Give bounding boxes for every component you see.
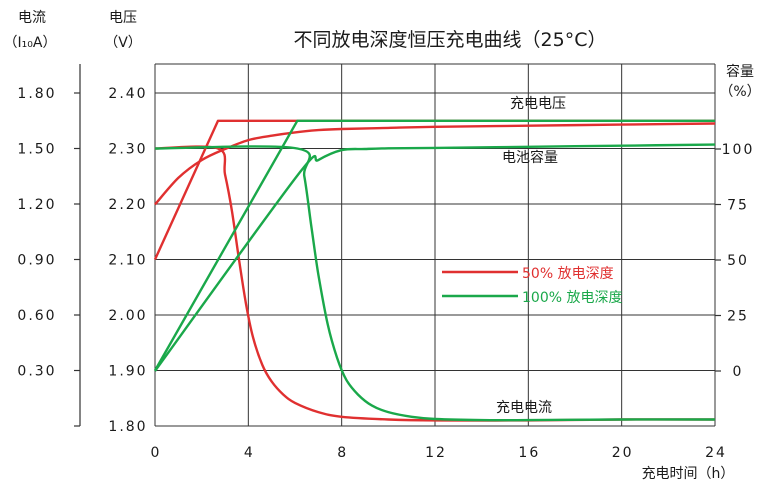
x-tick-label: 24 <box>705 445 727 461</box>
voltage-tick-label: 2.20 <box>108 197 147 213</box>
current-axis-label: 电流 <box>18 10 46 26</box>
x-tick-label: 0 <box>151 445 162 461</box>
capacity-tick-label: 25 <box>727 309 749 325</box>
current-tick-label: 1.20 <box>17 197 56 213</box>
voltage-axis-label: 电压 <box>109 10 137 26</box>
capacity-axis-label: 容量 <box>726 63 754 80</box>
capacity-curve-annotation: 电池容量 <box>502 149 558 166</box>
plot-grid <box>74 63 721 427</box>
capacity-tick-label: 100 <box>722 142 755 158</box>
current-tick-label: 0.90 <box>17 253 56 269</box>
legend: 50% 放电深度 100% 放电深度 <box>442 266 622 306</box>
capacity-axis-unit: （%） <box>719 84 760 100</box>
voltage-tick-label: 1.80 <box>108 419 147 435</box>
current-tick-label: 1.50 <box>17 142 56 158</box>
x-tick-label: 16 <box>518 445 540 461</box>
x-tick-label: 8 <box>337 445 348 461</box>
x-tick-label: 12 <box>425 445 447 461</box>
voltage-tick-label: 2.30 <box>108 142 147 158</box>
voltage-axis-unit: （V） <box>104 35 142 51</box>
current-tick-label: 0.30 <box>17 364 56 380</box>
current-axis-unit: （I₁₀A） <box>4 35 57 51</box>
x-tick-label: 4 <box>244 445 255 461</box>
legend-label-50: 50% 放电深度 <box>522 266 614 282</box>
capacity-tick-label: 75 <box>727 198 749 214</box>
current-tick-label: 0.60 <box>17 308 56 324</box>
capacity-tick-label: 50 <box>727 253 749 269</box>
voltage-tick-label: 2.10 <box>108 253 147 269</box>
capacity-tick-label: 0 <box>733 364 744 380</box>
chart-title: 不同放电深度恒压充电曲线（25°C） <box>294 29 607 51</box>
x-axis-label: 充电时间（h） <box>642 466 735 482</box>
series-line-3 <box>153 119 715 372</box>
x-tick-label: 20 <box>612 445 634 461</box>
series-line-5 <box>154 145 716 422</box>
current-tick-label: 1.80 <box>17 86 56 102</box>
voltage-tick-label: 2.00 <box>108 308 147 324</box>
voltage-tick-label: 2.40 <box>108 86 147 102</box>
tick-labels: 0 4 8 12 16 20 24 1.80 1.90 2.00 2.10 2.20 2.30 2.40 0… <box>17 86 755 461</box>
series-line-4 <box>154 143 716 372</box>
voltage-curve-annotation: 充电电压 <box>510 96 566 112</box>
series-line-1 <box>154 122 716 206</box>
legend-label-100: 100% 放电深度 <box>522 290 622 306</box>
series-layer <box>153 119 716 422</box>
voltage-tick-label: 1.90 <box>108 364 147 380</box>
current-curve-annotation: 充电电流 <box>496 400 552 416</box>
